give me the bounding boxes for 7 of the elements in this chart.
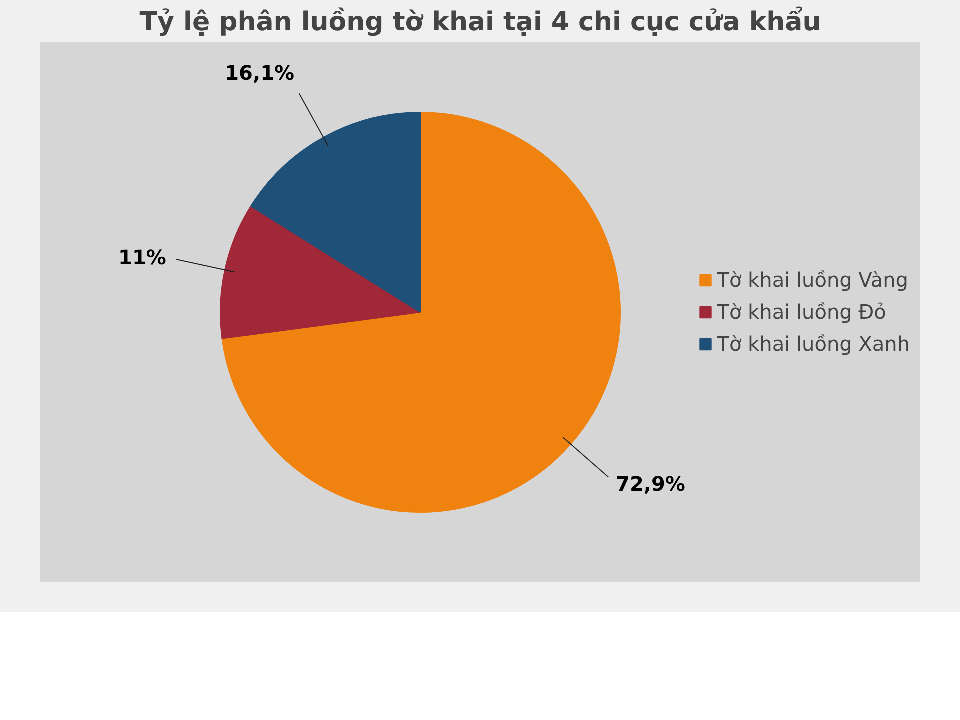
data-label: 72,9% xyxy=(616,472,686,496)
data-label: 16,1% xyxy=(225,61,295,86)
legend-label: Tờ khai luồng Xanh xyxy=(717,332,910,356)
data-label: 11% xyxy=(118,245,166,270)
chart-title: Tỷ lệ phân luồng tờ khai tại 4 chi cục cửa khẩu xyxy=(140,6,822,38)
legend-label: Tờ khai luồng Vàng xyxy=(717,268,908,292)
legend-label: Tờ khai luồng Đỏ xyxy=(717,300,886,324)
